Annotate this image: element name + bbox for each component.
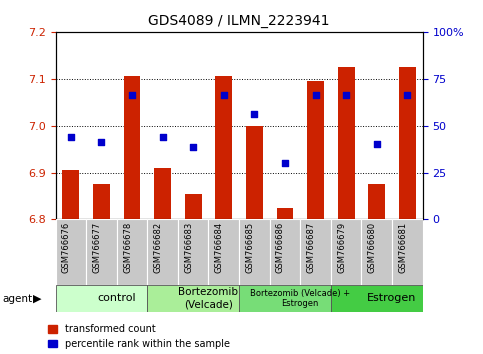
Bar (86, 219, 117, 285)
Text: GSM766686: GSM766686 (276, 222, 285, 273)
Point (128, 92, 136, 98)
Text: GSM766683: GSM766683 (184, 222, 193, 273)
Title: GDS4089 / ILMN_2223941: GDS4089 / ILMN_2223941 (148, 14, 330, 28)
Bar (62, 170, 79, 219)
Point (220, 92, 227, 98)
Bar (185, 194, 201, 219)
Text: control: control (98, 293, 136, 303)
Text: GSM766680: GSM766680 (368, 222, 377, 273)
Point (251, 111, 258, 117)
Point (403, 92, 411, 98)
Text: GSM766676: GSM766676 (62, 222, 71, 273)
Bar (331, 285, 423, 312)
Text: ▶: ▶ (33, 294, 42, 304)
Bar (147, 219, 178, 285)
Bar (307, 81, 324, 219)
Bar (178, 219, 209, 285)
Legend: transformed count, percentile rank within the sample: transformed count, percentile rank withi… (48, 324, 230, 349)
Bar (239, 285, 331, 312)
Point (281, 160, 289, 166)
Bar (147, 285, 239, 312)
Point (159, 135, 167, 140)
Bar (56, 219, 86, 285)
Bar (392, 219, 423, 285)
Point (342, 92, 350, 98)
Bar (361, 219, 392, 285)
Bar (117, 219, 147, 285)
Bar (338, 67, 355, 219)
Bar (277, 208, 293, 219)
Text: GSM766678: GSM766678 (123, 222, 132, 273)
Point (373, 142, 381, 147)
Text: Estrogen: Estrogen (368, 293, 417, 303)
Bar (215, 76, 232, 219)
Bar (124, 76, 141, 219)
Text: GSM766681: GSM766681 (398, 222, 407, 273)
Text: Bortezomib
(Velcade): Bortezomib (Velcade) (179, 287, 239, 309)
Point (312, 92, 319, 98)
Text: GSM766687: GSM766687 (307, 222, 315, 273)
Bar (331, 219, 361, 285)
Text: GSM766685: GSM766685 (245, 222, 255, 273)
Point (189, 144, 197, 150)
Bar (300, 219, 331, 285)
Text: GSM766677: GSM766677 (92, 222, 101, 273)
Text: Bortezomib (Velcade) +
Estrogen: Bortezomib (Velcade) + Estrogen (250, 289, 350, 308)
Point (67, 135, 75, 140)
Bar (399, 67, 416, 219)
Bar (270, 219, 300, 285)
Bar (93, 184, 110, 219)
Point (98, 139, 105, 145)
Text: agent: agent (2, 294, 32, 304)
Text: GSM766684: GSM766684 (215, 222, 224, 273)
Bar (246, 126, 263, 219)
Bar (239, 219, 270, 285)
Bar (209, 219, 239, 285)
Text: GSM766682: GSM766682 (154, 222, 163, 273)
Bar (154, 168, 171, 219)
Bar (56, 285, 147, 312)
Text: GSM766679: GSM766679 (337, 222, 346, 273)
Bar (369, 184, 385, 219)
